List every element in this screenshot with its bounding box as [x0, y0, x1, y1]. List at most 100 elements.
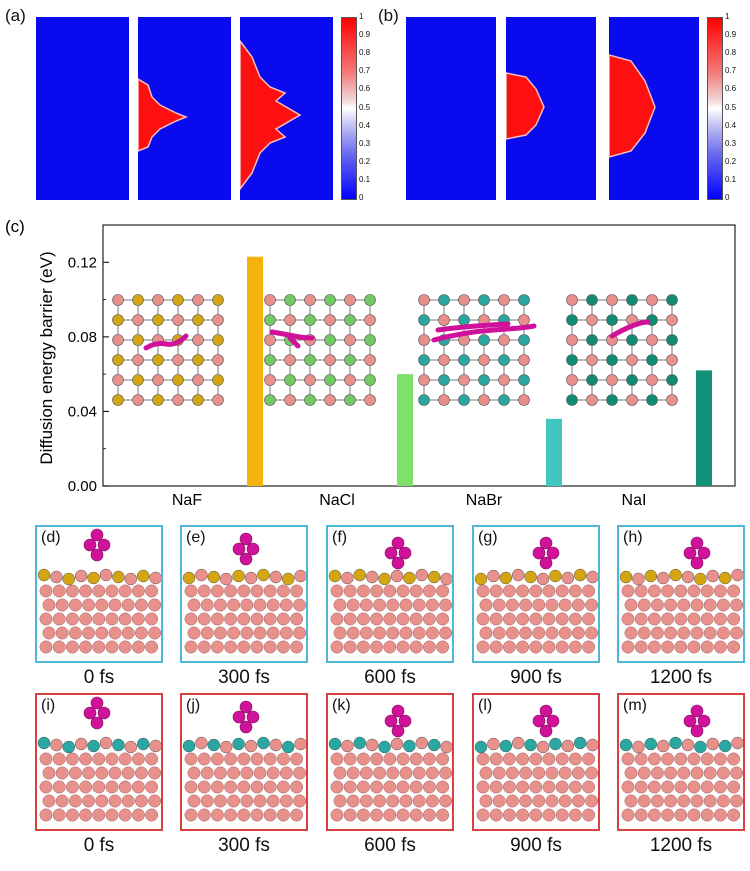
dendrite-small — [137, 77, 189, 153]
y-tick-label: 0.00 — [68, 478, 97, 495]
md-snapshot-panel: (h) — [617, 525, 745, 663]
panel-b-label: (b) — [378, 6, 399, 25]
x-category-label: NaCl — [319, 492, 355, 509]
ion-trajectory — [609, 319, 651, 339]
md-time-label: 0 fs — [83, 835, 115, 856]
md-atoms — [37, 528, 161, 654]
phase-field-b3 — [608, 17, 699, 200]
lattice-inset-naf — [112, 294, 224, 406]
colorbar-b — [707, 17, 723, 200]
md-snapshot-panel: (i) — [35, 693, 163, 831]
colorbar-tick: 0 — [725, 193, 730, 202]
bar-naf — [247, 256, 263, 486]
panel-a-label: (a) — [5, 6, 26, 25]
colorbar-tick: 0.7 — [725, 66, 737, 76]
bar-nabr — [546, 418, 562, 486]
bar-nacl — [397, 374, 413, 486]
md-atoms — [474, 704, 598, 822]
ion-trajectory — [143, 333, 189, 351]
colorbar-tick: 1 — [359, 12, 364, 21]
md-time-label: 600 fs — [364, 667, 416, 688]
md-panel-label: (g) — [478, 529, 498, 546]
colorbar-tick: 0.9 — [359, 30, 371, 40]
md-panel-label: (h) — [623, 529, 643, 546]
colorbar-tick: 0.7 — [359, 66, 371, 76]
md-atoms — [328, 704, 452, 822]
ion-trajectory — [431, 321, 537, 343]
colorbar-tick: 0.3 — [725, 138, 737, 148]
x-category-label: NaBr — [466, 492, 503, 509]
lattice-inset-nabr — [418, 294, 537, 406]
md-atoms — [328, 536, 452, 654]
md-atoms — [182, 700, 306, 822]
phase-field-a2 — [137, 17, 231, 200]
bar-chart: (c) Diffusion energy barrier (eV) 0.00 0.… — [5, 217, 736, 509]
colorbar-tick: 0.1 — [359, 174, 371, 184]
md-panel-label: (e) — [186, 529, 206, 546]
dendrite-large — [239, 38, 302, 192]
md-panel-label: (f) — [332, 529, 348, 546]
md-panel-label: (j) — [186, 697, 201, 714]
plot-frame — [102, 224, 736, 487]
phase-field-b1 — [406, 17, 496, 200]
md-time-label: 1200 fs — [649, 667, 713, 688]
colorbar-tick: 0.3 — [359, 138, 371, 148]
md-panel-label: (k) — [332, 697, 351, 714]
y-tick-label: 0.04 — [68, 403, 97, 420]
colorbar-tick: 0.2 — [359, 156, 371, 166]
deposit-large — [608, 54, 656, 158]
colorbar-tick: 0.4 — [359, 120, 371, 130]
md-time-label: 300 fs — [218, 835, 270, 856]
md-snapshot-panel: (g) — [472, 525, 600, 663]
deposit-small — [505, 72, 545, 140]
md-time-label: 0 fs — [83, 667, 115, 688]
md-snapshot-panel: (j) — [180, 693, 308, 831]
md-time-label: 900 fs — [510, 667, 562, 688]
y-tick-label: 0.12 — [68, 254, 97, 271]
md-time-label: 600 fs — [364, 835, 416, 856]
colorbar-tick: 0.6 — [359, 84, 371, 94]
colorbar-tick: 0.1 — [725, 174, 737, 184]
md-atoms — [474, 536, 598, 654]
colorbar-tick: 0.4 — [725, 120, 737, 130]
md-snapshot-panel: (d) — [35, 525, 163, 663]
colorbar-tick: 0.9 — [725, 30, 737, 40]
md-snapshot-panel: (f) — [326, 525, 454, 663]
md-atoms — [37, 696, 161, 822]
colorbar-tick: 1 — [725, 12, 730, 21]
phase-field-b2 — [505, 17, 596, 200]
colorbar-tick: 0.5 — [359, 102, 371, 112]
md-snapshot-panel: (k) — [326, 693, 454, 831]
colorbar-tick: 0.2 — [725, 156, 737, 166]
md-time-label: 900 fs — [510, 835, 562, 856]
md-panel-label: (d) — [41, 529, 61, 546]
y-axis-label: Diffusion energy barrier (eV) — [37, 251, 56, 464]
md-panel-label: (l) — [478, 697, 493, 714]
bar-nai — [696, 370, 712, 486]
md-atoms — [619, 704, 743, 822]
md-snapshot-panel: (m) — [617, 693, 745, 831]
md-panel-label: (i) — [41, 697, 56, 714]
md-atoms — [619, 536, 743, 654]
y-tick-label: 0.08 — [68, 329, 97, 346]
md-time-label: 300 fs — [218, 667, 270, 688]
colorbar-tick: 0.8 — [725, 48, 737, 58]
x-category-label: NaF — [172, 492, 202, 509]
colorbar-tick: 0.5 — [725, 102, 737, 112]
lattice-inset-nacl — [264, 294, 376, 406]
phase-field-a1 — [36, 17, 129, 200]
colorbar-tick: 0.6 — [725, 84, 737, 94]
x-category-label: NaI — [622, 492, 647, 509]
md-snapshot-panel: (l) — [472, 693, 600, 831]
colorbar-tick: 0.8 — [359, 48, 371, 58]
md-snapshot-panel: (e) — [180, 525, 308, 663]
lattice-inset-nai — [566, 294, 678, 406]
md-panel-label: (m) — [623, 697, 647, 714]
phase-field-a3 — [239, 17, 333, 200]
md-time-label: 1200 fs — [649, 835, 713, 856]
colorbar-tick: 0 — [359, 193, 364, 202]
md-atoms — [182, 532, 306, 654]
panel-c-label: (c) — [5, 217, 25, 236]
ion-trajectory — [269, 329, 315, 349]
colorbar-a — [341, 17, 357, 200]
